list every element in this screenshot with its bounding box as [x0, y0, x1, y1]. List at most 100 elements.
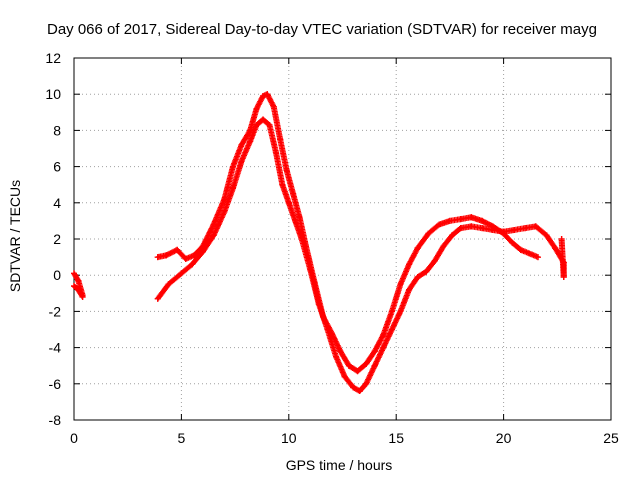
grid-lines: [74, 58, 611, 420]
data-point: [247, 138, 254, 145]
data-point: [341, 373, 348, 380]
data-point: [154, 295, 161, 302]
data-point: [522, 225, 529, 232]
data-point: [406, 286, 413, 293]
y-tick-label: 12: [45, 50, 61, 66]
data-point: [532, 223, 539, 230]
data-point: [246, 128, 253, 135]
data-point: [71, 270, 77, 277]
data-point: [298, 236, 305, 242]
data-point: [479, 217, 486, 224]
data-point: [191, 252, 198, 259]
data-point: [210, 221, 217, 228]
data-point: [189, 261, 196, 268]
data-point: [371, 348, 378, 355]
data-point: [356, 388, 363, 395]
data-point: [277, 136, 284, 143]
y-tick-label: -2: [49, 303, 62, 319]
y-tick-labels: -8 -6 -4 -2 0 2 4 6 8 10 12: [45, 50, 61, 428]
data-point: [425, 230, 432, 237]
data-point: [221, 208, 228, 215]
data-point: [199, 248, 206, 255]
data-point: [163, 252, 170, 259]
data-point: [238, 158, 245, 165]
data-point: [229, 185, 236, 192]
y-tick-label: 4: [53, 195, 61, 211]
data-point: [345, 362, 352, 369]
data-point: [414, 245, 421, 252]
data-point: [380, 344, 387, 351]
data-point: [324, 326, 331, 333]
data-point: [558, 236, 565, 242]
data-point: [264, 91, 271, 98]
data-point: [517, 246, 524, 253]
y-tick-label: 2: [53, 231, 61, 247]
data-point: [253, 121, 260, 128]
data-point: [296, 214, 303, 221]
data-point: [468, 214, 475, 221]
data-point: [333, 353, 340, 360]
data-point: [397, 308, 404, 315]
x-tick-label: 5: [178, 430, 186, 446]
data-point: [363, 360, 370, 367]
series-track-b: [71, 116, 567, 395]
data-point: [182, 255, 189, 262]
y-tick-label: 8: [53, 122, 61, 138]
data-point: [292, 217, 299, 224]
data-point: [154, 254, 161, 261]
data-point: [431, 257, 438, 264]
data-point: [229, 163, 236, 170]
data-point: [552, 245, 559, 252]
data-point: [253, 105, 260, 112]
data-point: [414, 274, 421, 281]
data-series: [71, 91, 567, 395]
x-tick-label: 20: [496, 430, 512, 446]
x-tick-label: 15: [388, 430, 404, 446]
data-point: [560, 259, 567, 266]
data-point: [75, 286, 82, 293]
data-point: [440, 243, 447, 250]
y-tick-label: 6: [53, 159, 61, 175]
data-point: [468, 223, 475, 230]
x-tick-label: 10: [281, 430, 297, 446]
chart-title: Day 066 of 2017, Sidereal Day-to-day VTE…: [47, 21, 597, 38]
data-point: [270, 103, 277, 110]
data-point: [210, 232, 217, 239]
data-point: [315, 301, 322, 308]
data-point: [279, 181, 286, 188]
x-tick-label: 25: [603, 430, 619, 446]
data-point: [260, 93, 267, 100]
data-point: [479, 225, 486, 232]
x-axis-label: GPS time / hours: [286, 457, 393, 473]
y-tick-label: 10: [45, 86, 61, 102]
data-point: [534, 254, 541, 261]
data-point: [489, 226, 496, 233]
data-point: [500, 228, 507, 235]
data-point: [446, 217, 453, 224]
data-point: [560, 274, 567, 281]
y-tick-label: -8: [49, 412, 62, 428]
data-point: [371, 362, 378, 369]
data-point: [406, 261, 413, 268]
data-point: [272, 149, 279, 156]
data-point: [71, 283, 77, 290]
data-point: [363, 380, 370, 387]
axis-ticks: [73, 57, 612, 421]
data-point: [285, 199, 292, 206]
data-point: [174, 246, 181, 253]
data-point: [388, 326, 395, 333]
x-tick-labels: 0 5 10 15 20 25: [70, 430, 619, 446]
data-point: [380, 331, 387, 338]
data-point: [260, 116, 267, 123]
data-point: [397, 281, 404, 288]
data-point: [74, 276, 81, 283]
data-point: [307, 266, 314, 273]
data-point: [457, 225, 464, 232]
data-point: [79, 293, 86, 300]
y-tick-label: 0: [53, 267, 61, 283]
data-point: [238, 141, 245, 148]
y-axis-label: SDTVAR / TECUs: [7, 180, 23, 292]
y-tick-label: -6: [49, 376, 62, 392]
